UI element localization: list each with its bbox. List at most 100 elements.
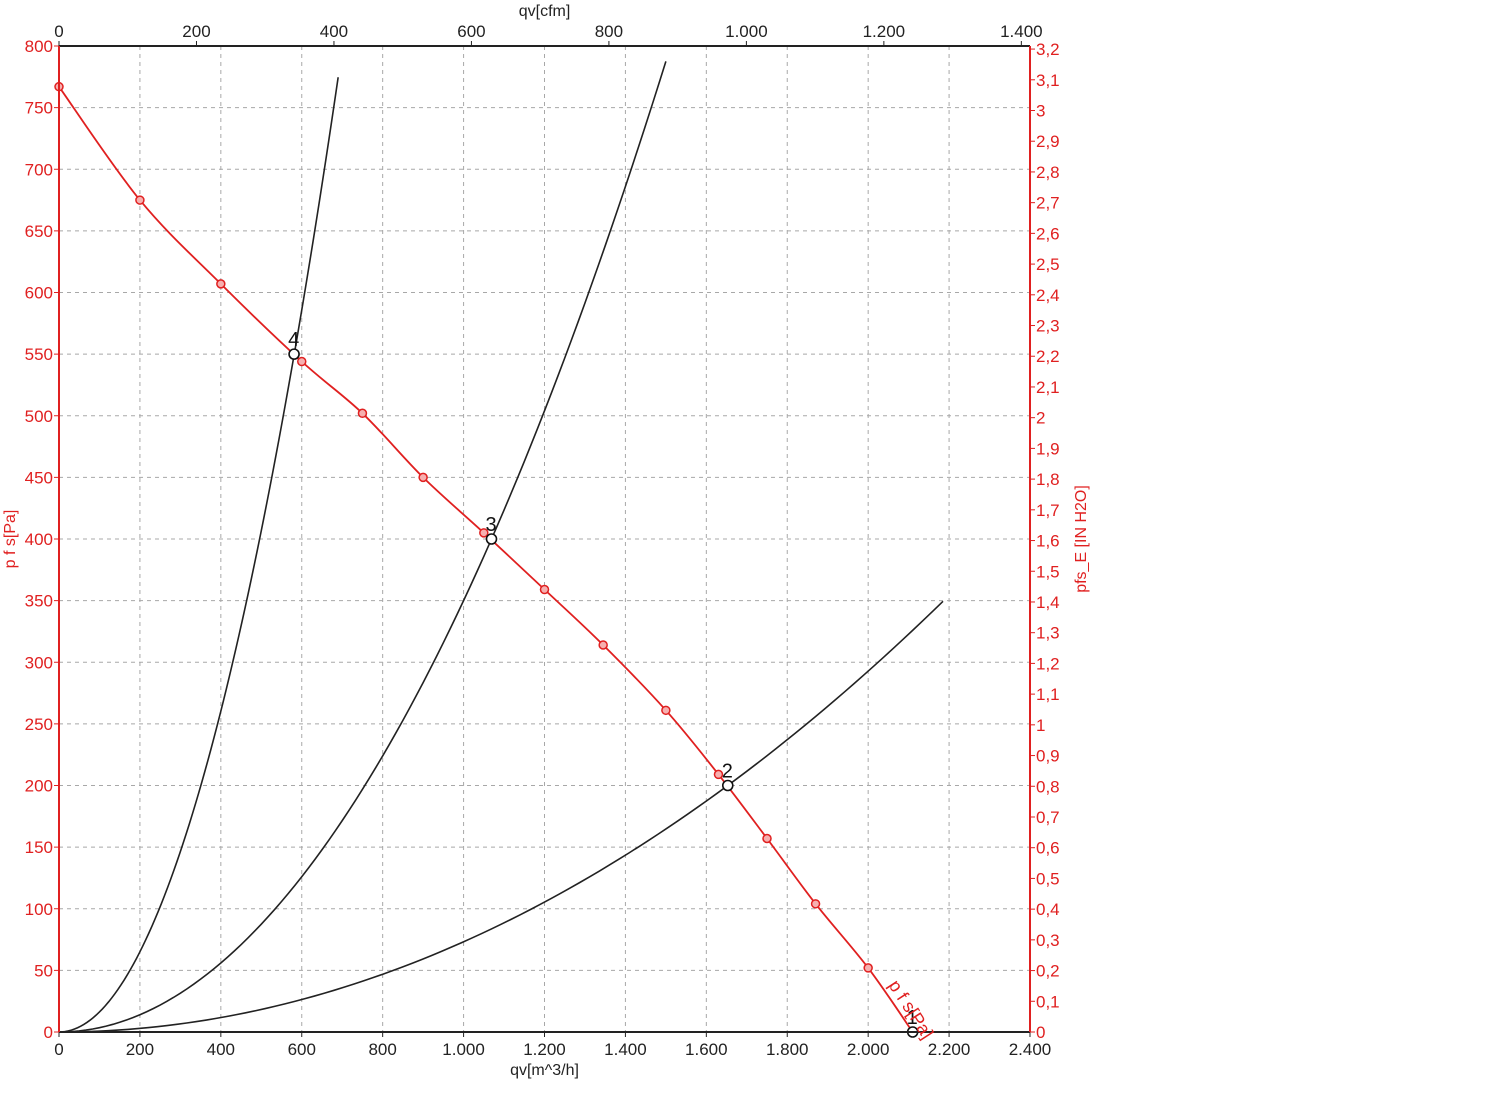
x-top-tick-label: 0 xyxy=(54,22,63,41)
operating-point-marker xyxy=(485,533,498,545)
fan-curve-marker xyxy=(863,963,873,973)
y-left-tick-label: 50 xyxy=(34,961,53,980)
fan-curve-marker xyxy=(418,472,428,483)
x-bottom-tick-label: 1.200 xyxy=(523,1040,566,1059)
y-right-tick-label: 1,2 xyxy=(1036,654,1060,673)
fan-curve-marker xyxy=(598,640,608,650)
y-axis-left-title: p f s[Pa] xyxy=(2,510,19,569)
system-curve xyxy=(58,77,339,1033)
y-right-tick-label: 2,5 xyxy=(1036,255,1060,274)
x-bottom-tick-label: 1.600 xyxy=(685,1040,728,1059)
y-left-tick-label: 450 xyxy=(25,468,53,487)
fan-curve-marker xyxy=(135,195,145,205)
y-right-tick-label: 0,9 xyxy=(1036,747,1060,766)
system-curve xyxy=(58,600,944,1033)
y-right-tick-label: 0,2 xyxy=(1036,962,1060,981)
y-left-tick-label: 150 xyxy=(25,838,53,857)
x-bottom-tick-label: 1.400 xyxy=(604,1040,647,1059)
y-right-tick-label: 0,6 xyxy=(1036,839,1060,858)
operating-point-marker xyxy=(288,348,300,360)
y-right-tick-label: 1,6 xyxy=(1036,532,1060,551)
y-left-tick-label: 750 xyxy=(25,99,53,118)
y-left-tick-label: 350 xyxy=(25,592,53,611)
x-top-tick-label: 1.400 xyxy=(1000,22,1043,41)
y-axis-right-title: pfs_E [IN H2O] xyxy=(1073,485,1090,593)
fan-curve-marker xyxy=(216,279,226,289)
x-top-tick-label: 800 xyxy=(595,22,623,41)
fan-curve-marker xyxy=(539,584,550,595)
operating-point-label: 1 xyxy=(907,1007,918,1029)
operating-points: 1 2 3 4 xyxy=(288,329,919,1038)
y-left-tick-label: 650 xyxy=(25,222,53,241)
y-right-tick-label: 3 xyxy=(1036,102,1045,121)
fan-curve-marker xyxy=(479,528,489,538)
x-bottom-tick-label: 1.800 xyxy=(766,1040,809,1059)
y-right-tick-label: 2,4 xyxy=(1036,286,1060,305)
y-right-tick-label: 0,8 xyxy=(1036,777,1060,796)
y-left-tick-label: 0 xyxy=(44,1023,53,1042)
operating-point-label: 2 xyxy=(722,761,733,783)
y-right-tick-label: 1,4 xyxy=(1036,593,1060,612)
y-right-tick-label: 3,2 xyxy=(1036,40,1060,59)
x-axis-top-title: qv[cfm] xyxy=(519,3,571,20)
y-left-tick-label: 700 xyxy=(25,160,53,179)
y-left-tick-label: 250 xyxy=(25,715,53,734)
x-top-tick-label: 200 xyxy=(182,22,210,41)
fan-curve-group xyxy=(54,81,914,1033)
y-right-tick-label: 1,5 xyxy=(1036,562,1060,581)
system-curve xyxy=(58,61,667,1033)
x-top-tick-label: 600 xyxy=(457,22,485,41)
y-right-tick-label: 2 xyxy=(1036,409,1045,428)
y-left-tick-label: 100 xyxy=(25,900,53,919)
y-right-tick-label: 0 xyxy=(1036,1023,1045,1042)
operating-point-label: 3 xyxy=(485,514,496,536)
y-right-tick-label: 1 xyxy=(1036,716,1045,735)
y-right-tick-label: 0,7 xyxy=(1036,808,1060,827)
tick-labels: 0 200 400 600 800 1.000 1.200 1.400 1.600 1.800 2.… xyxy=(25,22,1060,1059)
fan-curve-line xyxy=(58,86,914,1033)
y-right-tick-label: 2,6 xyxy=(1036,224,1060,243)
y-right-tick-label: 2,8 xyxy=(1036,163,1060,182)
y-right-tick-label: 1,9 xyxy=(1036,439,1060,458)
y-right-tick-label: 2,7 xyxy=(1036,194,1060,213)
y-left-tick-label: 800 xyxy=(25,37,53,56)
operating-point-label: 4 xyxy=(288,329,299,351)
y-left-tick-label: 300 xyxy=(25,653,53,672)
x-bottom-tick-label: 600 xyxy=(288,1040,316,1059)
fan-curve-marker xyxy=(810,899,821,909)
x-axis-bottom-title: qv[m^3/h] xyxy=(510,1062,579,1079)
grid xyxy=(59,46,1030,1032)
y-right-tick-label: 2,1 xyxy=(1036,378,1060,397)
fan-curve-marker xyxy=(661,705,671,716)
x-bottom-tick-label: 200 xyxy=(126,1040,154,1059)
fan-curve-marker xyxy=(713,769,724,780)
x-bottom-tick-label: 800 xyxy=(368,1040,396,1059)
y-right-tick-label: 0,1 xyxy=(1036,992,1060,1011)
y-right-tick-label: 1,3 xyxy=(1036,624,1060,643)
y-right-tick-label: 2,3 xyxy=(1036,317,1060,336)
y-right-tick-label: 2,9 xyxy=(1036,132,1060,151)
fan-curve-marker xyxy=(297,356,307,367)
system-curves xyxy=(58,61,944,1033)
x-top-tick-label: 1.000 xyxy=(725,22,768,41)
y-right-tick-label: 0,5 xyxy=(1036,869,1060,888)
axes xyxy=(54,41,1035,1037)
y-left-tick-label: 200 xyxy=(25,777,53,796)
x-top-tick-label: 400 xyxy=(320,22,348,41)
x-bottom-tick-label: 2.000 xyxy=(847,1040,890,1059)
x-top-tick-label: 1.200 xyxy=(863,22,906,41)
y-right-tick-label: 0,3 xyxy=(1036,931,1060,950)
y-left-tick-label: 500 xyxy=(25,407,53,426)
fan-curve-marker xyxy=(357,408,368,419)
y-right-tick-label: 2,2 xyxy=(1036,347,1060,366)
x-bottom-tick-label: 1.000 xyxy=(442,1040,485,1059)
y-right-tick-label: 3,1 xyxy=(1036,71,1060,90)
fan-curve-marker xyxy=(762,833,772,844)
y-right-tick-label: 0,4 xyxy=(1036,900,1060,919)
y-left-tick-label: 400 xyxy=(25,530,53,549)
y-right-tick-label: 1,1 xyxy=(1036,685,1060,704)
x-bottom-tick-label: 2.200 xyxy=(928,1040,971,1059)
y-left-tick-label: 600 xyxy=(25,284,53,303)
x-bottom-tick-label: 0 xyxy=(54,1040,63,1059)
